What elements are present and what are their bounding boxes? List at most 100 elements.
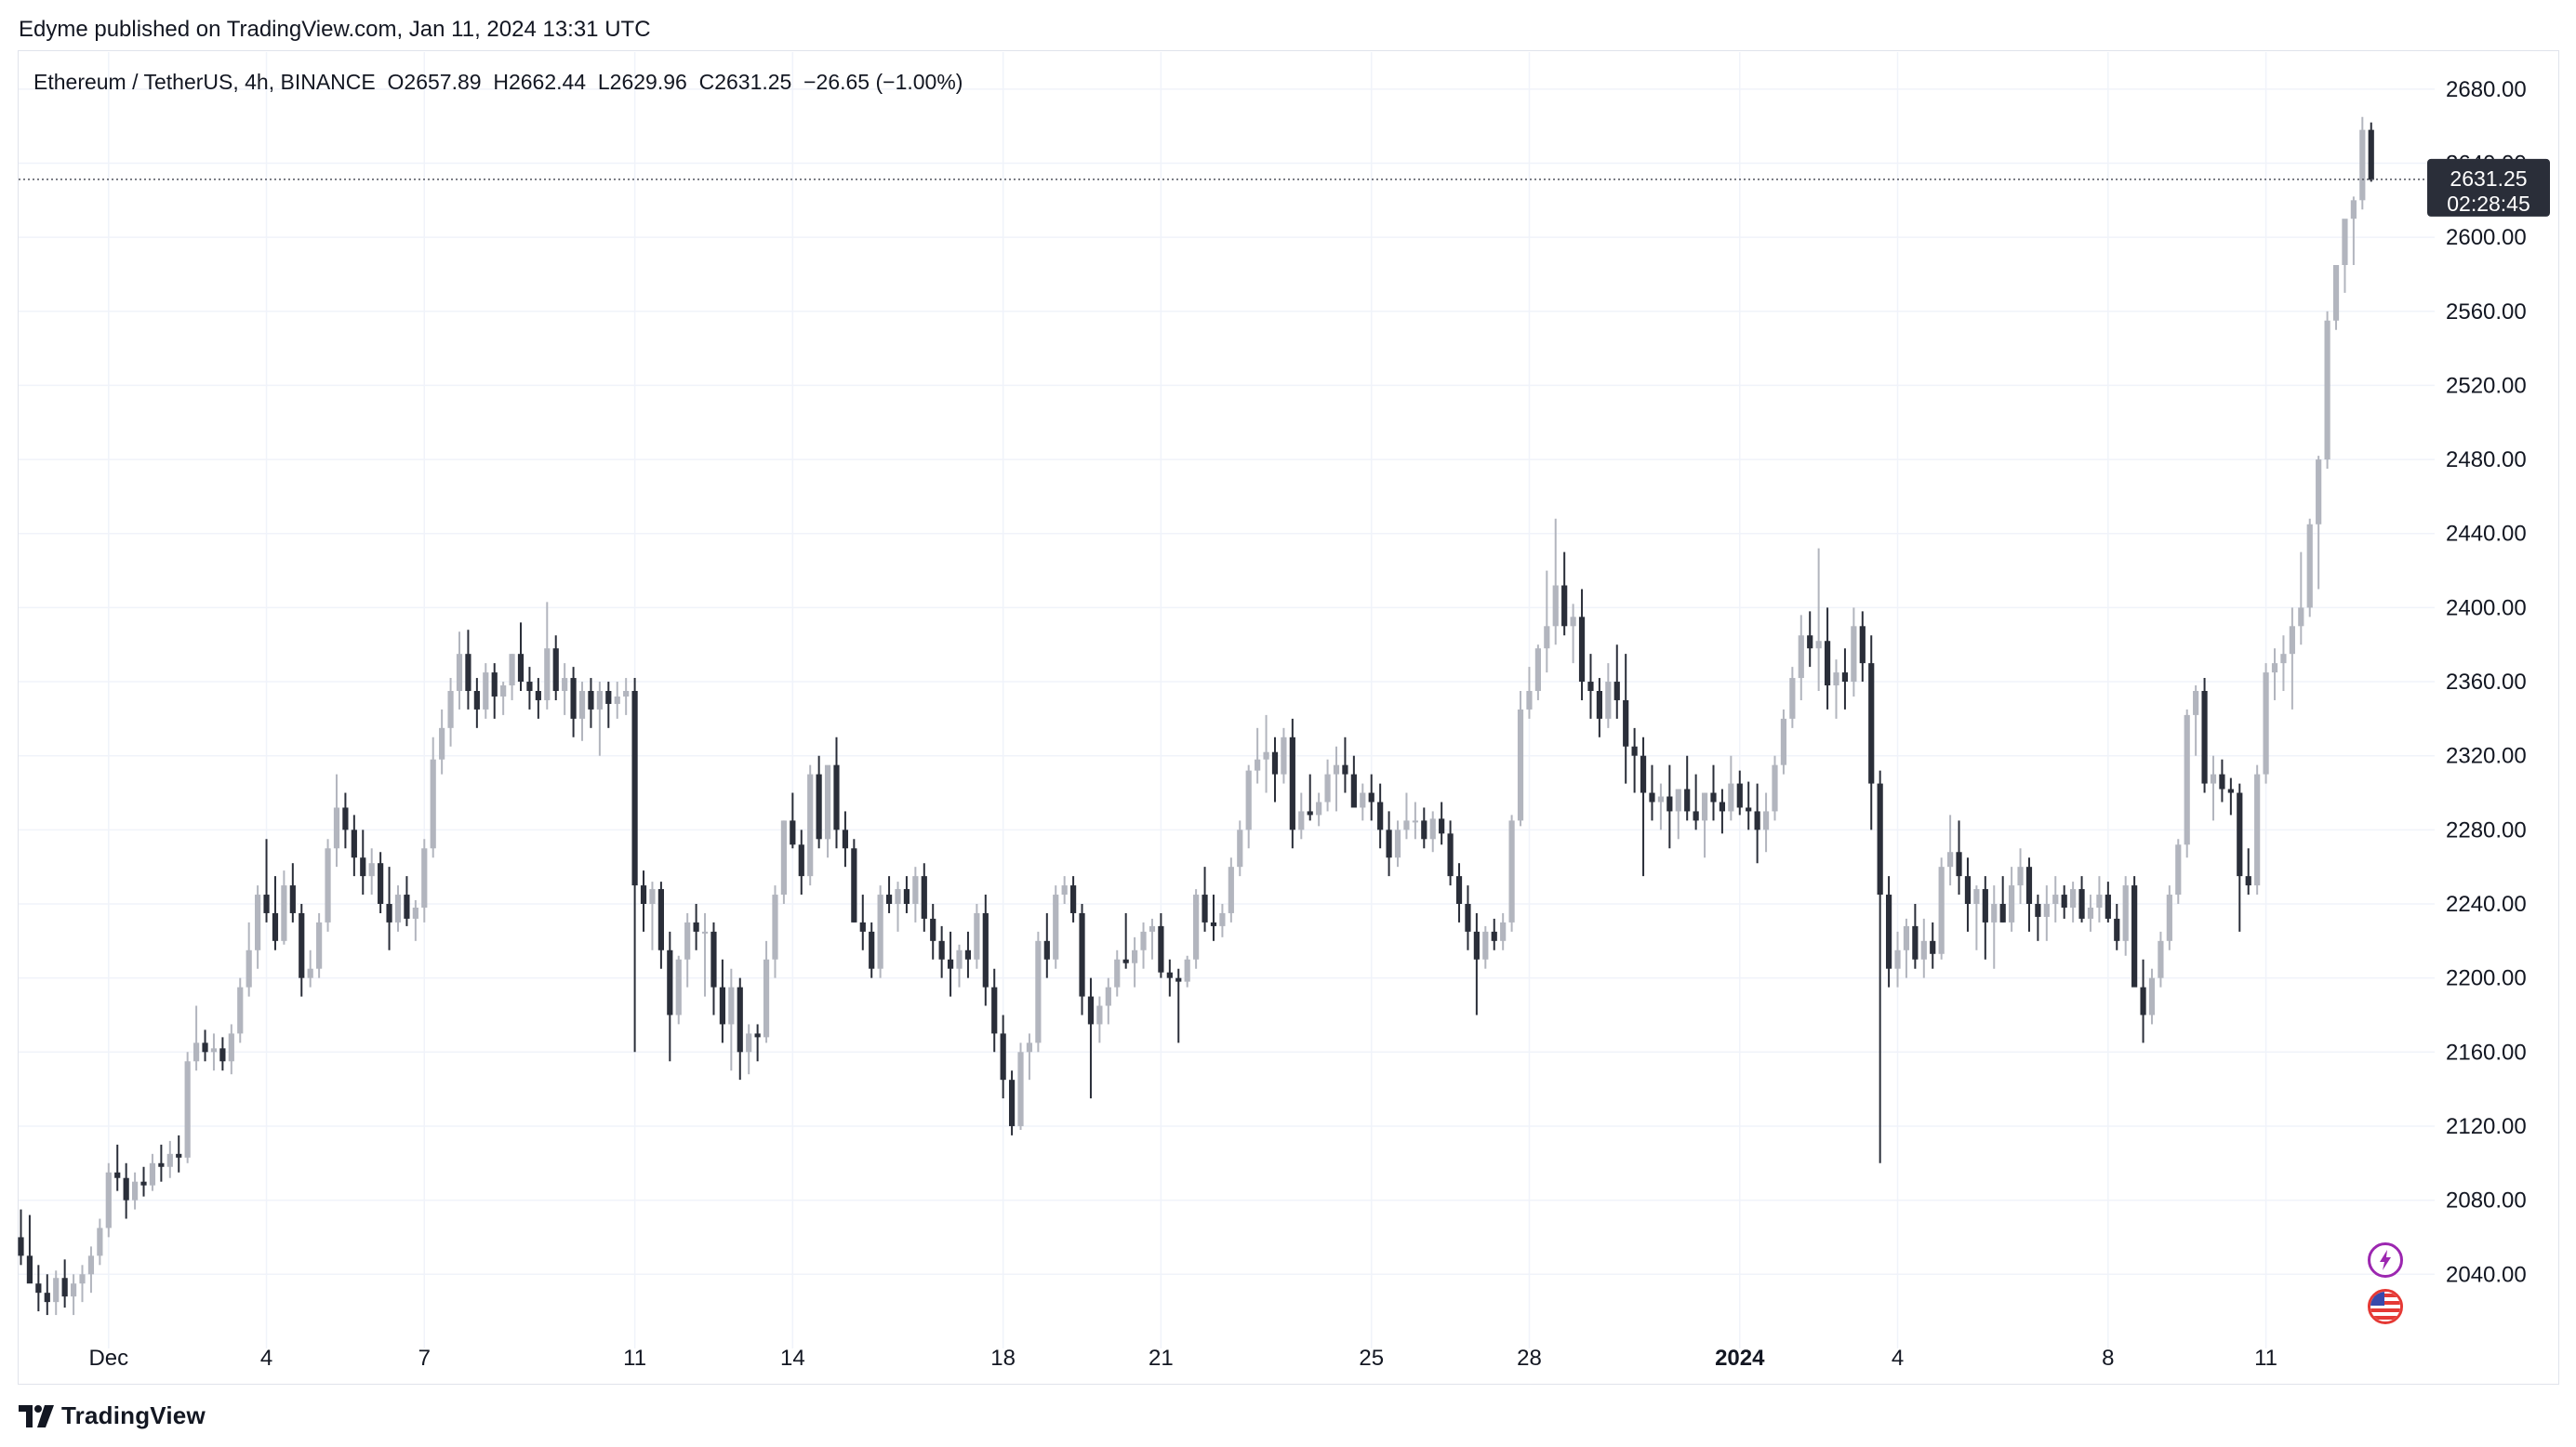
candle-body bbox=[1982, 889, 1988, 923]
candle-body bbox=[61, 1278, 68, 1297]
candle-body bbox=[1973, 889, 1980, 904]
candle bbox=[1833, 659, 1839, 719]
candle-body bbox=[956, 949, 963, 969]
candle bbox=[903, 876, 910, 913]
candle bbox=[2368, 122, 2374, 182]
candle-body bbox=[1271, 751, 1279, 775]
candle bbox=[1631, 727, 1638, 793]
candle-body bbox=[2184, 714, 2190, 845]
candle-body bbox=[123, 1177, 129, 1201]
candle-body bbox=[763, 959, 770, 1038]
candle-body bbox=[166, 1153, 173, 1167]
candle-body bbox=[885, 895, 893, 904]
candle bbox=[1324, 759, 1331, 812]
candle-body bbox=[1237, 830, 1243, 868]
candle bbox=[1035, 931, 1042, 1053]
candle bbox=[1087, 977, 1095, 1099]
candle-body bbox=[421, 848, 428, 908]
candle bbox=[1534, 644, 1541, 700]
candle bbox=[1807, 611, 1813, 668]
candle-body bbox=[562, 678, 568, 691]
candle bbox=[1894, 931, 1901, 988]
candle bbox=[255, 885, 261, 969]
candle bbox=[974, 904, 980, 969]
candle bbox=[2122, 876, 2129, 956]
candle-body bbox=[316, 922, 323, 969]
candle bbox=[1999, 876, 2006, 923]
candle bbox=[1736, 770, 1743, 816]
lightning-bolt-icon[interactable] bbox=[2368, 1242, 2403, 1278]
candle bbox=[1930, 922, 1936, 969]
y-tick-label: 2560.00 bbox=[2446, 299, 2527, 325]
candle-body bbox=[2298, 607, 2304, 627]
candle-body bbox=[1859, 626, 1866, 664]
candle bbox=[70, 1274, 77, 1316]
candle bbox=[2061, 885, 2067, 919]
candle-body bbox=[1473, 931, 1480, 960]
chart-frame[interactable] bbox=[18, 50, 2559, 1385]
candle-body bbox=[1043, 940, 1050, 960]
candle bbox=[614, 682, 620, 719]
candle bbox=[2193, 685, 2199, 756]
candle bbox=[1255, 727, 1261, 784]
candle-body bbox=[2271, 663, 2278, 673]
candle bbox=[1105, 977, 1111, 1025]
tradingview-logo[interactable]: TradingView bbox=[19, 1401, 206, 1430]
candle bbox=[1439, 802, 1445, 845]
candle bbox=[1762, 792, 1770, 853]
candle bbox=[2350, 196, 2357, 265]
candle-body bbox=[2035, 904, 2041, 917]
candle-body bbox=[1938, 867, 1945, 954]
candle-body bbox=[1613, 682, 1620, 700]
candle-body bbox=[114, 1172, 121, 1178]
candle bbox=[342, 792, 349, 849]
candle-body bbox=[1947, 852, 1954, 868]
candle-body bbox=[2324, 320, 2330, 460]
candle-body bbox=[26, 1255, 33, 1284]
y-tick-label: 2160.00 bbox=[2446, 1040, 2527, 1065]
candle bbox=[1938, 857, 1945, 960]
y-tick-label: 2400.00 bbox=[2446, 595, 2527, 620]
candle-body bbox=[710, 931, 717, 988]
candle-body bbox=[1000, 1033, 1006, 1081]
candle bbox=[1613, 644, 1620, 719]
us-flag-icon[interactable] bbox=[2368, 1289, 2403, 1324]
y-tick-label: 2200.00 bbox=[2446, 966, 2527, 991]
candle bbox=[1649, 764, 1655, 821]
candle-body bbox=[719, 987, 725, 1025]
candle-body bbox=[1316, 802, 1322, 816]
candle-body bbox=[219, 1048, 226, 1062]
candle-body bbox=[982, 912, 989, 988]
candle bbox=[2070, 882, 2077, 923]
candle bbox=[281, 870, 287, 945]
candle-body bbox=[289, 885, 296, 913]
candle bbox=[1149, 918, 1156, 960]
candle-body bbox=[483, 672, 489, 710]
candle-body bbox=[333, 807, 340, 849]
candle bbox=[938, 925, 945, 978]
symbol-legend: Ethereum / TetherUS, 4h, BINANCE O2657.8… bbox=[33, 70, 963, 95]
candle bbox=[2245, 848, 2251, 896]
tradingview-wordmark: TradingView bbox=[61, 1401, 206, 1429]
candle-body bbox=[149, 1162, 156, 1186]
candle bbox=[1746, 781, 1752, 830]
candle-body bbox=[1403, 820, 1410, 830]
candle bbox=[1228, 857, 1234, 923]
y-tick-label: 2280.00 bbox=[2446, 817, 2527, 843]
candle-body bbox=[772, 895, 778, 960]
candle-body bbox=[1482, 931, 1489, 960]
candle bbox=[1851, 607, 1857, 697]
candle bbox=[351, 815, 357, 877]
candle bbox=[1570, 604, 1576, 664]
candle bbox=[176, 1135, 182, 1173]
candle-body bbox=[2096, 895, 2103, 908]
candle bbox=[1885, 876, 1892, 988]
candle bbox=[2271, 648, 2278, 700]
candle-body bbox=[228, 1033, 234, 1062]
candle bbox=[1508, 815, 1515, 932]
candle-body bbox=[1964, 876, 1972, 904]
candle-body bbox=[210, 1048, 218, 1053]
candle bbox=[1973, 885, 1980, 950]
candle-body bbox=[2052, 895, 2059, 904]
